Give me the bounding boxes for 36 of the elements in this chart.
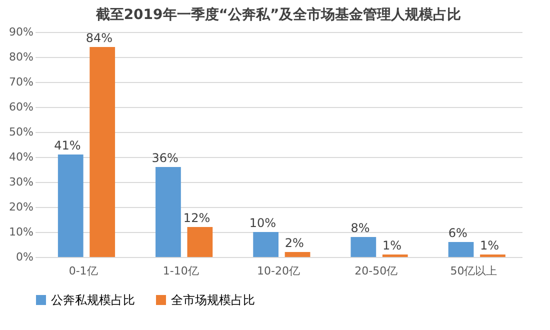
bar (58, 154, 84, 257)
y-tick-label: 30% (9, 176, 34, 188)
x-tick-label: 50亿以上 (450, 264, 498, 278)
bar (350, 237, 376, 257)
data-label: 10% (249, 216, 276, 230)
chart-title: 截至2019年一季度“公奔私”及全市场基金管理人规模占比 (94, 6, 462, 23)
data-label: 8% (350, 221, 370, 235)
x-tick-label: 1-10亿 (162, 264, 199, 278)
data-label: 84% (86, 31, 113, 45)
data-label: 6% (448, 226, 468, 240)
data-label: 2% (284, 236, 304, 250)
data-label: 12% (183, 211, 210, 225)
data-label: 1% (480, 238, 500, 252)
data-label: 41% (54, 138, 81, 152)
y-tick-label: 40% (9, 150, 34, 164)
y-tick-label: 10% (9, 226, 34, 238)
x-tick-label: 0-1亿 (68, 264, 98, 278)
bar (284, 252, 310, 257)
bar (156, 167, 181, 257)
y-tick-label: 80% (9, 50, 34, 64)
y-tick-label: 60% (9, 100, 34, 114)
bar (90, 47, 116, 257)
y-tick-label: 50% (9, 126, 34, 138)
x-tick-label: 20-50亿 (354, 264, 398, 278)
legend-label: 全市场规模占比 (171, 293, 255, 307)
data-label: 36% (152, 151, 178, 165)
bar (448, 242, 474, 257)
data-label: 1% (382, 238, 402, 252)
bar (187, 227, 213, 257)
y-tick-label: 90% (9, 26, 34, 38)
bar (253, 232, 278, 257)
legend-label: 公奔私规模占比 (51, 293, 135, 307)
x-tick-label: 10-20亿 (257, 264, 300, 278)
y-tick-label: 20% (9, 200, 34, 214)
y-tick-label: 70% (9, 76, 34, 88)
y-tick-label: 0% (16, 250, 34, 264)
